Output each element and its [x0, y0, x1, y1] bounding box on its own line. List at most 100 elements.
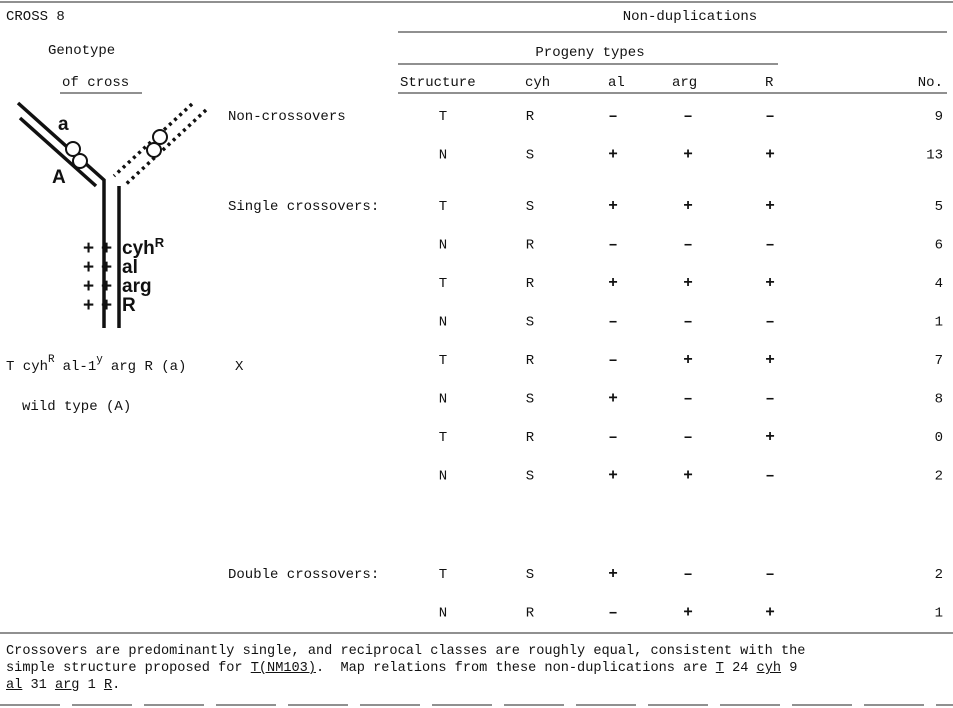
cell: R: [526, 276, 535, 292]
cell: T: [439, 430, 447, 446]
centromere: [147, 143, 161, 157]
group-label: Double crossovers:: [228, 567, 379, 583]
count: 7: [935, 353, 943, 369]
centromere: [73, 154, 87, 168]
genotype-part: T cyh: [6, 359, 48, 375]
footnote-text: simple structure proposed for: [6, 661, 251, 676]
cell: –: [608, 351, 618, 369]
footnote-text: 31: [22, 678, 55, 693]
table-body: Non-crossovers T R – – – 9 N S + + +13 Single crosso…: [228, 107, 943, 622]
footnote-line: al 31 arg 1 R.: [6, 677, 805, 694]
footnote-text: 1: [79, 678, 103, 693]
footnote-line: Crossovers are predominantly single, and…: [6, 643, 805, 660]
cell: –: [683, 107, 693, 125]
cell: +: [683, 351, 693, 369]
cell: +: [608, 274, 618, 292]
cell: +: [608, 146, 618, 164]
column-header: arg: [672, 75, 697, 91]
cell: R: [526, 430, 535, 446]
cell: –: [765, 565, 775, 583]
footnote-line: simple structure proposed for T(NM103). …: [6, 660, 805, 677]
cell: –: [683, 313, 693, 331]
genotype-header: Genotype: [48, 43, 115, 59]
cell: +: [765, 351, 775, 369]
footnote-text: cyh: [757, 661, 781, 676]
cell: +: [683, 467, 693, 485]
cell: N: [439, 148, 447, 164]
marker-name: al: [122, 257, 138, 278]
column-header: cyh: [525, 75, 550, 91]
cell: R: [526, 238, 535, 254]
cell: –: [608, 604, 618, 622]
footnote-text: al: [6, 678, 22, 693]
plus-sign: +: [83, 276, 94, 297]
column-header: No.: [918, 75, 943, 91]
plus-sign: +: [83, 295, 94, 316]
genotype-line: wild type (A): [22, 399, 131, 415]
group-label: Single crossovers:: [228, 199, 379, 215]
count: 9: [935, 109, 943, 125]
cell: +: [765, 428, 775, 446]
page: CROSS 8 Non-duplications Genotype Progen…: [0, 0, 953, 708]
marker-label: cyhR: [122, 235, 165, 259]
cell: R: [526, 353, 535, 369]
count: 2: [935, 469, 943, 485]
superscript: R: [48, 354, 55, 366]
title: CROSS 8: [6, 9, 65, 25]
cell: –: [765, 467, 775, 485]
plus-sign: +: [101, 238, 112, 259]
cell: S: [526, 567, 534, 583]
subgroup-header: Progeny types: [535, 45, 644, 61]
centromere: [153, 130, 167, 144]
count: 8: [935, 392, 943, 408]
cell: –: [765, 390, 775, 408]
genotype-part: X: [235, 359, 244, 375]
cell: N: [439, 238, 447, 254]
column-header: R: [765, 75, 774, 91]
marker-labels: ++cyhR++al++arg++R: [83, 235, 165, 316]
genotype-part: arg R (a): [111, 359, 187, 375]
table-figure: CROSS 8 Non-duplications Genotype Progen…: [0, 0, 953, 708]
footnote-text: T: [716, 661, 724, 676]
marker-label: al: [122, 257, 138, 278]
superscript: R: [155, 235, 165, 250]
marker-name: cyh: [122, 238, 155, 259]
plus-sign: +: [83, 238, 94, 259]
genotype-part: al-1: [63, 359, 97, 375]
chromosome-dotted: [124, 110, 206, 186]
cell: R: [526, 109, 535, 125]
group-label: Non-crossovers: [228, 109, 346, 125]
column-header: al: [608, 75, 625, 91]
footnote-text: 24: [724, 661, 757, 676]
cell: –: [608, 428, 618, 446]
allele-label: A: [52, 167, 66, 188]
footnote-text: .: [112, 678, 120, 693]
cell: S: [526, 199, 534, 215]
count: 5: [935, 199, 943, 215]
column-headers: StructurecyhalargRNo.: [400, 75, 943, 91]
plus-sign: +: [101, 276, 112, 297]
cell: –: [608, 107, 618, 125]
cell: –: [683, 236, 693, 254]
cell: T: [439, 199, 447, 215]
cell: –: [608, 236, 618, 254]
count: 0: [935, 430, 943, 446]
cell: N: [439, 392, 447, 408]
cell: N: [439, 315, 447, 331]
footnote-text: R: [104, 678, 112, 693]
cell: –: [765, 236, 775, 254]
footnote-text: Crossovers are predominantly single, and…: [6, 644, 805, 659]
superscript: y: [96, 354, 103, 366]
cell: –: [683, 565, 693, 583]
count: 13: [926, 148, 943, 164]
count: 1: [935, 315, 943, 331]
cell: +: [765, 274, 775, 292]
cell: –: [765, 313, 775, 331]
cell: T: [439, 276, 447, 292]
plus-sign: +: [83, 257, 94, 278]
count: 2: [935, 567, 943, 583]
cell: S: [526, 469, 534, 485]
cell: +: [683, 274, 693, 292]
cell: +: [608, 390, 618, 408]
